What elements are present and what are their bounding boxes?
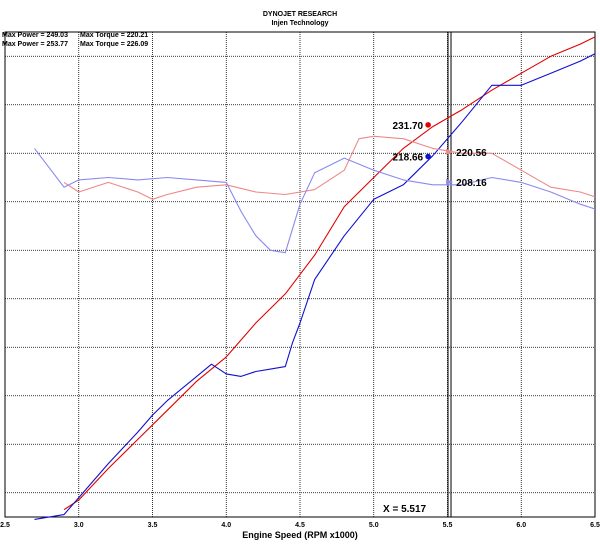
red-torque-line (63, 135, 596, 200)
data-marker (446, 148, 454, 155)
x-tick-label: 4.5 (295, 522, 305, 529)
header-company: DYNOJET RESEARCH (263, 11, 337, 18)
x-tick-label: 4.0 (221, 522, 231, 529)
grid-layer (4, 31, 596, 518)
series-layer (34, 36, 596, 520)
data-marker (425, 122, 431, 128)
data-label: 218.66 (393, 152, 424, 163)
x-tick-label: 5.0 (369, 522, 379, 529)
header-subtitle: Injen Technology (271, 20, 328, 27)
x-tick-label: 6.5 (590, 522, 600, 529)
cursor-readout: X = 5.517 (383, 504, 427, 515)
x-tick-label: 3.5 (148, 522, 158, 529)
label-layer: 2.5 3.0 3.5 4.0 4.5 5.0 5.5 6.0 6.5 231.70 218.66 2… (0, 121, 600, 529)
run2-max-torque: Max Torque = 226.09 (80, 41, 148, 48)
blue-torque-line (34, 148, 596, 254)
run2-max-power: Max Power = 253.77 (2, 41, 68, 48)
run1-max-torque: Max Torque = 220.21 (80, 32, 148, 39)
data-label: 231.70 (393, 121, 424, 132)
run1-max-power: Max Power = 249.03 (2, 32, 68, 39)
x-axis-label: Engine Speed (RPM x1000) (242, 530, 358, 540)
x-tick-label: 5.5 (443, 522, 453, 529)
data-marker (425, 153, 431, 160)
data-label: 208.16 (456, 178, 487, 189)
x-tick-label: 6.0 (516, 522, 526, 529)
blue-power-line (34, 53, 596, 520)
x-tick-label: 3.0 (74, 522, 84, 529)
data-label: 220.56 (456, 148, 487, 159)
data-marker (446, 178, 454, 185)
red-power-line (63, 36, 596, 511)
x-tick-label: 2.5 (0, 522, 10, 529)
